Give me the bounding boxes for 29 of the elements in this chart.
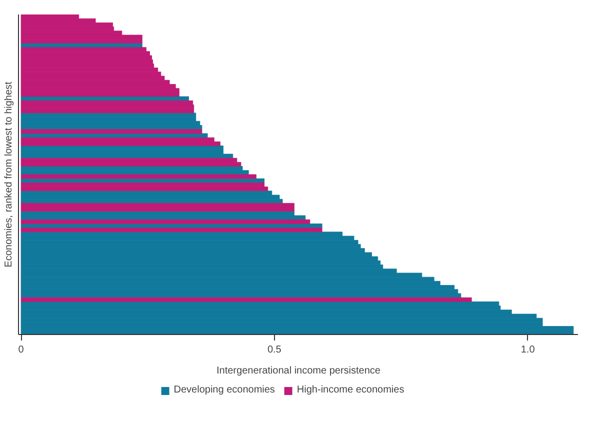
bar xyxy=(20,330,574,334)
bar xyxy=(20,236,354,240)
bar xyxy=(20,256,378,261)
bar xyxy=(20,194,280,200)
bar xyxy=(20,186,268,192)
bar xyxy=(20,154,234,158)
x-axis-title: Intergenerational income persistence xyxy=(216,366,381,376)
bar xyxy=(20,116,196,122)
bar xyxy=(20,162,242,166)
bar xyxy=(20,215,306,220)
bar xyxy=(20,219,310,224)
x-tick-label: 0 xyxy=(18,344,24,356)
bar xyxy=(20,38,142,44)
bar xyxy=(20,92,180,97)
legend-label: High-income economies xyxy=(296,384,404,396)
bar xyxy=(20,293,462,298)
bar xyxy=(20,108,194,114)
bar xyxy=(20,55,152,60)
legend-label: Developing economies xyxy=(174,384,275,396)
bar xyxy=(20,228,322,232)
bar xyxy=(20,141,220,146)
bar xyxy=(20,297,472,302)
x-tick-label: 1.0 xyxy=(520,344,536,356)
bar xyxy=(20,129,202,134)
x-tick-label: 0.5 xyxy=(267,344,282,356)
bar xyxy=(20,34,142,40)
y-axis-title: Economies, ranked from lowest to highest xyxy=(4,81,14,268)
bar xyxy=(20,174,256,179)
bar xyxy=(20,207,294,212)
